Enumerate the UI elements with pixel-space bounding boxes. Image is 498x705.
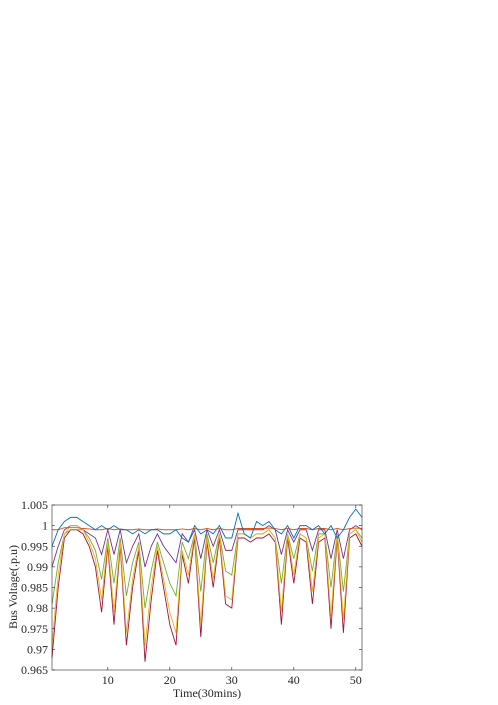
y-axis-label: Bus Voltage(.p.u): [6, 545, 20, 629]
series-line: [51, 508, 363, 547]
x-tick-label: 50: [350, 673, 362, 687]
y-tick-label: 1.005: [21, 498, 48, 512]
series-line: [51, 525, 363, 646]
x-tick-label: 30: [226, 673, 238, 687]
x-axis-label: Time(30mins): [173, 686, 241, 700]
series-line: [52, 527, 363, 531]
y-tick-label: 1: [42, 519, 48, 533]
y-tick-label: 0.98: [27, 601, 48, 615]
series-line: [51, 529, 363, 609]
y-tick-label: 0.975: [21, 622, 48, 636]
y-tick-label: 0.985: [21, 581, 48, 595]
x-tick-label: 20: [164, 673, 176, 687]
y-tick-label: 0.99: [27, 560, 48, 574]
x-tick-label: 10: [102, 673, 114, 687]
y-tick-label: 0.965: [21, 663, 48, 677]
series-line: [51, 529, 363, 662]
y-tick-label: 0.97: [27, 642, 48, 656]
y-tick-label: 0.995: [21, 539, 48, 553]
x-tick-label: 40: [288, 673, 300, 687]
